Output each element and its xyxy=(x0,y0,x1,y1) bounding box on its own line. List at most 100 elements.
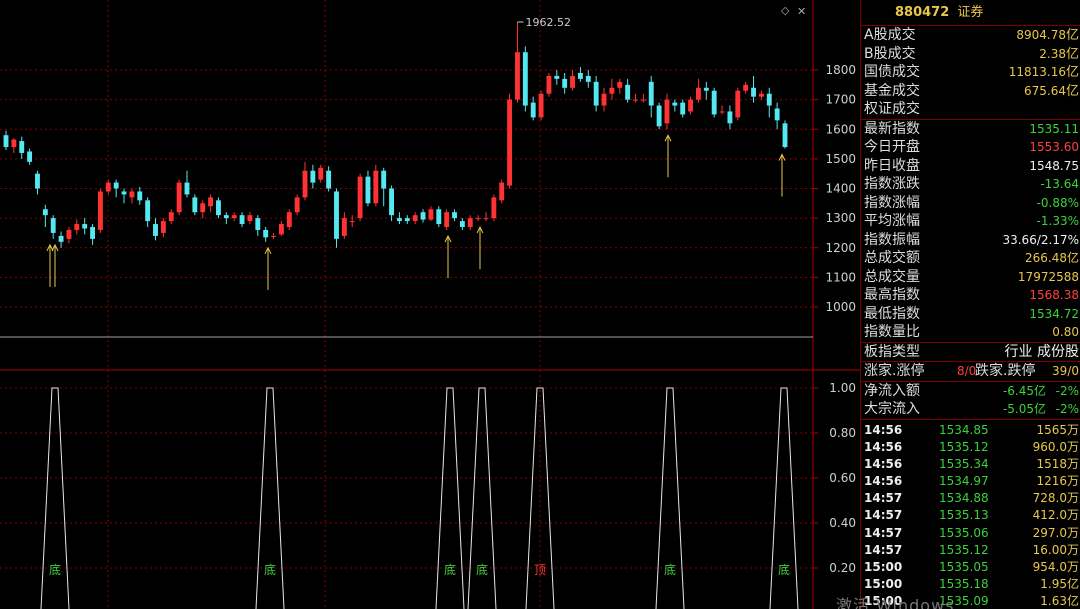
candle-body xyxy=(247,215,253,222)
stat-label: 指数振幅 xyxy=(864,231,920,248)
tick-volume: 1518万 xyxy=(1036,456,1079,471)
tick-list[interactable]: 14:56 1534.85 1565万 14:56 1535.12 960.0万 14:56… xyxy=(861,420,1080,609)
stat-label: 最高指数 xyxy=(864,287,920,303)
indicator-tick-label: 0.80 xyxy=(829,426,856,440)
candle-body xyxy=(648,81,654,106)
tick-row: 14:56 1535.34 1518万 xyxy=(861,456,1080,473)
turnover-value: 2.38亿 xyxy=(1039,46,1079,62)
tick-time: 14:56 xyxy=(864,456,903,471)
indicator-spike xyxy=(467,387,497,609)
stat-row: 平均涨幅 -1.33% xyxy=(861,212,1080,231)
indicator-spike xyxy=(655,387,685,609)
tick-row: 14:57 1534.88 728.0万 xyxy=(861,490,1080,507)
indicator-spike xyxy=(525,387,555,609)
price-tick-label: 1600 xyxy=(825,122,856,136)
stat-row: 今日开盘 1553.60 xyxy=(861,138,1080,157)
tick-price: 1535.34 xyxy=(939,456,989,471)
candle-body xyxy=(137,191,143,201)
candle-body xyxy=(452,212,457,219)
candle-body xyxy=(208,197,214,207)
indicator-spike xyxy=(255,387,285,609)
turnover-label: B股成交 xyxy=(864,45,916,62)
candle-body xyxy=(782,123,788,148)
stat-label: 指数量比 xyxy=(864,324,920,340)
candle-body xyxy=(396,218,402,222)
candle-body xyxy=(436,209,442,225)
candle-body xyxy=(357,176,363,219)
turnover-label: A股成交 xyxy=(864,27,916,43)
stat-row: 昨日收盘 1548.75 xyxy=(861,157,1080,176)
indicator-tick-label: 0.60 xyxy=(829,471,856,485)
stat-value: 0.80 xyxy=(1052,325,1079,339)
tick-price: 1534.97 xyxy=(939,474,989,489)
candle-body xyxy=(562,78,568,88)
tick-row: 15:00 1535.18 1.95亿 xyxy=(861,576,1080,593)
candle-body xyxy=(696,87,701,100)
candle-body xyxy=(766,93,772,106)
candle-body xyxy=(428,209,434,220)
flow-row: 净流入额 -6.45亿 -2% xyxy=(861,382,1080,401)
candle-body xyxy=(656,105,662,127)
candle-body xyxy=(680,102,686,115)
turnover-value: 11813.16亿 xyxy=(1008,65,1079,80)
tick-time: 14:57 xyxy=(864,525,903,540)
buy-arrow-head xyxy=(664,134,672,142)
candle-body xyxy=(515,52,520,100)
price-tick-label: 1100 xyxy=(825,270,856,284)
up-label: 涨家.涨停 xyxy=(864,363,925,379)
indicator-tick-label: 1.00 xyxy=(829,381,856,395)
turnover-label: 权证成交 xyxy=(864,101,920,117)
candle-body xyxy=(743,84,749,91)
candle-body xyxy=(11,139,17,148)
candle-body xyxy=(483,218,489,220)
chart-area[interactable]: 1000 1100 1200 1300 1400 1500 1600 1700 1800 ◇ ✕ 19… xyxy=(0,0,860,609)
candle-body xyxy=(522,52,528,106)
candle-body xyxy=(507,99,513,186)
candle-body xyxy=(278,224,284,235)
signal-label: 底 xyxy=(778,562,790,577)
tick-row: 14:57 1535.13 412.0万 xyxy=(861,507,1080,524)
turnover-row: 权证成交 xyxy=(861,100,1080,119)
down-value: 39/0 xyxy=(1052,364,1079,378)
candle-body xyxy=(420,212,426,220)
candle-body xyxy=(255,218,261,230)
stat-label: 最低指数 xyxy=(864,305,920,322)
stat-row: 指数量比 0.80 xyxy=(861,323,1080,342)
candle-body xyxy=(530,102,536,118)
stat-value: -0.88% xyxy=(1036,195,1079,210)
tick-row: 14:57 1535.12 16.00万 xyxy=(861,542,1080,559)
price-tick-label: 1300 xyxy=(825,211,856,225)
panel-header[interactable]: 880472 证券 xyxy=(861,0,1080,26)
stat-value: 1535.11 xyxy=(1029,121,1079,136)
tick-time: 14:57 xyxy=(864,542,903,557)
tick-volume: 1.95亿 xyxy=(1040,577,1079,592)
candle-body xyxy=(145,200,151,222)
tick-row: 14:57 1535.06 297.0万 xyxy=(861,525,1080,542)
tick-price: 1535.06 xyxy=(939,525,989,540)
indicator-tick-label: 0.40 xyxy=(829,516,856,530)
candle-body xyxy=(475,218,481,220)
candle-body xyxy=(459,221,465,228)
turnover-value: 8904.78亿 xyxy=(1016,28,1079,43)
candle-body xyxy=(554,75,560,79)
sector-type-value[interactable]: 行业 成份股 xyxy=(1004,343,1079,360)
tick-price: 1535.05 xyxy=(939,560,989,574)
candle-body xyxy=(105,182,111,192)
signal-label: 底 xyxy=(444,562,456,577)
tick-time: 14:56 xyxy=(864,439,903,454)
tick-price: 1535.18 xyxy=(939,577,989,592)
tick-time: 15:00 xyxy=(864,577,903,592)
stat-value: -1.33% xyxy=(1036,214,1079,228)
quote-panel: 880472 证券 A股成交 8904.78亿 B股成交 2.38亿 国债成交 11813… xyxy=(860,0,1080,609)
signal-label: 底 xyxy=(664,562,676,577)
kline-chart[interactable]: 1000 1100 1200 1300 1400 1500 1600 1700 1800 ◇ ✕ 19… xyxy=(0,0,860,609)
candle-body xyxy=(263,229,269,238)
close-icon: ✕ xyxy=(797,5,806,18)
tick-price: 1535.13 xyxy=(939,508,989,523)
candle-body xyxy=(184,182,190,195)
candle-body xyxy=(302,170,308,198)
candle-body xyxy=(27,151,33,162)
flow-value: -5.05亿 xyxy=(1002,402,1046,416)
tick-volume: 1.63亿 xyxy=(1040,594,1079,609)
stat-label: 最新指数 xyxy=(864,120,920,137)
